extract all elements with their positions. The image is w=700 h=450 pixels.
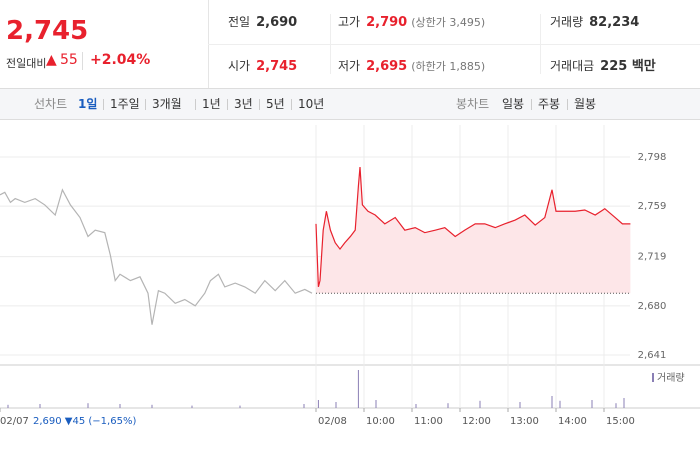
nav-label: 봉차트 [456, 97, 490, 111]
stat-cell: 거래대금 225 백만 [550, 44, 656, 88]
volume-bar [87, 403, 89, 408]
stat-cell: 저가 2,695 (하한가 1,885) [338, 44, 485, 88]
price-line [0, 188, 313, 325]
stat-cell: 전일 2,690 [228, 0, 297, 44]
volume-bar [591, 400, 593, 408]
y-tick-label: 2,759 [638, 201, 667, 212]
y-tick-label: 2,719 [638, 252, 667, 263]
volume-bar [119, 404, 121, 408]
separator [227, 99, 228, 110]
stat-value: 2,745 [256, 59, 298, 74]
x-tick-label: 13:00 [510, 416, 539, 427]
divider [208, 44, 700, 45]
stat-cell: 거래량 82,234 [550, 0, 639, 44]
separator [531, 99, 532, 110]
separator [291, 99, 292, 110]
volume-bar [615, 403, 617, 408]
period-tab[interactable]: 10년 [298, 97, 325, 111]
volume-bar [551, 396, 553, 408]
x-tick-label: 15:00 [606, 416, 635, 427]
nav-bar: 선차트 1일 1주일 3개월 1년 3년 5년 10년 봉차트 일봉 주봉 월봉 [0, 88, 700, 120]
x-tick-label: 14:00 [558, 416, 587, 427]
volume-bar [559, 400, 561, 408]
period-tab[interactable]: 1주일 [110, 97, 140, 111]
stat-label: 전일 [228, 15, 251, 29]
stat-value: 2,695 [366, 59, 408, 74]
volume-bar [357, 370, 359, 408]
volume-bar [317, 400, 319, 408]
volume-bar [239, 405, 241, 408]
y-tick-label: 2,641 [638, 350, 667, 361]
candle-tab[interactable]: 월봉 [574, 97, 597, 111]
change-pct: +2.04% [90, 52, 151, 68]
stat-label: 거래대금 [550, 59, 595, 73]
volume-bar [375, 400, 377, 408]
stat-value: 2,690 [256, 15, 298, 30]
change-label: 전일대비 [6, 57, 47, 70]
candle-tab[interactable]: 일봉 [502, 97, 525, 111]
stat-value: 82,234 [589, 15, 640, 30]
period-tab[interactable]: 5년 [266, 97, 285, 111]
volume-bar [623, 398, 625, 408]
y-tick-label: 2,798 [638, 152, 667, 163]
separator [145, 99, 146, 110]
volume-bar [191, 405, 193, 408]
stat-value: 225 백만 [600, 59, 656, 74]
x-tick-label: 02/07 [0, 416, 29, 427]
stat-note: (하한가 1,885) [411, 60, 486, 73]
area-fill [316, 167, 631, 294]
y-tick-label: 2,680 [638, 301, 667, 312]
info-label: 2,690 ▼45 (−1,65%) [33, 416, 136, 427]
period-tab[interactable]: 1일 [78, 97, 98, 111]
nav-label: 선차트 [34, 97, 68, 111]
volume-bar [303, 404, 305, 408]
divider [82, 52, 83, 70]
volume-bar [7, 404, 9, 408]
divider [540, 14, 541, 74]
volume-bar [447, 403, 449, 408]
candle-tab[interactable]: 주봉 [538, 97, 561, 111]
period-tab[interactable]: 1년 [202, 97, 221, 111]
volume-bar [479, 400, 481, 408]
volume-bar [151, 404, 153, 408]
volume-bar [39, 404, 41, 408]
stat-note: (상한가 3,495) [411, 16, 486, 29]
period-tab[interactable]: 3개월 [152, 97, 182, 111]
legend-swatch [652, 373, 654, 382]
stat-cell: 시가 2,745 [228, 44, 297, 88]
current-price: 2,745 [6, 16, 89, 46]
volume-bar [335, 402, 337, 408]
stat-value: 2,790 [366, 15, 408, 30]
stat-label: 거래량 [550, 15, 584, 29]
period-tab[interactable]: 3년 [234, 97, 253, 111]
separator [103, 99, 104, 110]
stat-cell: 고가 2,790 (상한가 3,495) [338, 0, 485, 44]
stat-label: 고가 [338, 15, 361, 29]
x-tick-label: 11:00 [414, 416, 443, 427]
chart: 2,641 2,680 2,719 2,759 2,798 02/07 02/08 10:00… [0, 125, 700, 427]
change: 55 [60, 52, 78, 68]
stat-label: 저가 [338, 59, 361, 73]
volume-bar [415, 404, 417, 408]
x-tick-label: 12:00 [462, 416, 491, 427]
separator [195, 99, 196, 110]
separator [567, 99, 568, 110]
price-line [315, 167, 631, 288]
separator [259, 99, 260, 110]
x-tick-label: 10:00 [366, 416, 395, 427]
volume-bar [519, 402, 521, 408]
x-tick-label: 02/08 [318, 416, 347, 427]
legend-label: 거래량 [657, 372, 685, 384]
stat-label: 시가 [228, 59, 251, 73]
change-arrow: ▲ [46, 52, 57, 68]
divider [330, 14, 331, 74]
